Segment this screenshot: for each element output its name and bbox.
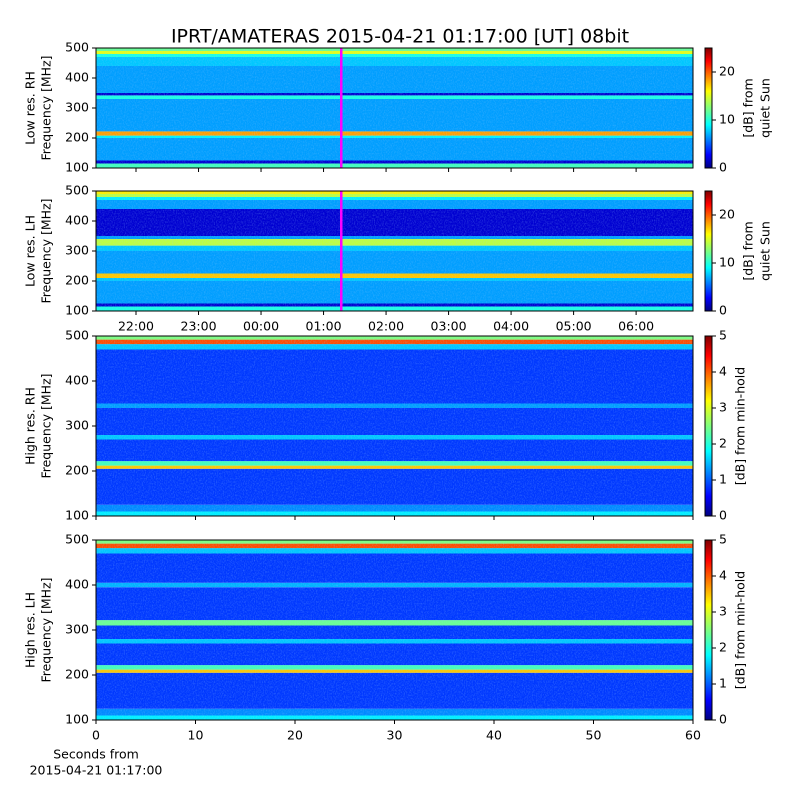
noise-texture xyxy=(96,336,693,516)
colorbar xyxy=(704,539,713,721)
colorbar-label: [dB] from xyxy=(741,221,756,280)
noise-texture xyxy=(96,540,693,720)
noise-texture xyxy=(96,191,693,311)
y-tick-label: 300 xyxy=(65,622,89,637)
y-axis-label: Frequency [MHz] xyxy=(39,198,54,303)
x-tick-label: 02:00 xyxy=(368,319,404,334)
colorbar-tick-label: 5 xyxy=(719,328,727,343)
y-axis-label: High res. LH xyxy=(23,592,38,668)
colorbar xyxy=(704,335,713,517)
colorbar xyxy=(704,190,713,312)
colorbar-tick-label: 20 xyxy=(719,64,735,79)
colorbar-tick-label: 3 xyxy=(719,400,727,415)
y-tick-label: 200 xyxy=(65,667,89,682)
colorbar-tick-label: 1 xyxy=(719,676,727,691)
y-tick-label: 400 xyxy=(65,373,89,388)
x-tick-label: 04:00 xyxy=(493,319,529,334)
x-tick-label: 23:00 xyxy=(181,319,217,334)
figure-title: IPRT/AMATERAS 2015-04-21 01:17:00 [UT] 0… xyxy=(171,26,629,48)
x-axis-label: Seconds from xyxy=(53,747,139,762)
x-tick-label: 22:00 xyxy=(118,319,154,334)
y-axis-label: Frequency [MHz] xyxy=(39,577,54,682)
colorbar-label: [dB] from min-hold xyxy=(733,571,748,689)
y-tick-label: 100 xyxy=(65,160,89,175)
colorbar-label: [dB] from xyxy=(741,78,756,137)
colorbar-tick-label: 4 xyxy=(719,364,727,379)
y-axis-label: Low res. RH xyxy=(23,71,38,145)
y-tick-label: 100 xyxy=(65,508,89,523)
colorbar-tick-label: 5 xyxy=(719,532,727,547)
y-tick-label: 400 xyxy=(65,70,89,85)
y-tick-label: 400 xyxy=(65,213,89,228)
y-tick-label: 200 xyxy=(65,463,89,478)
colorbar-tick-label: 0 xyxy=(719,508,727,523)
y-tick-label: 100 xyxy=(65,712,89,727)
colorbar-tick-label: 10 xyxy=(719,112,735,127)
x-tick-label: 05:00 xyxy=(556,319,592,334)
y-tick-label: 500 xyxy=(65,532,89,547)
colorbar-tick-label: 2 xyxy=(719,640,727,655)
y-axis-label: Low res. LH xyxy=(23,215,38,287)
colorbar-tick-label: 1 xyxy=(719,472,727,487)
y-axis-label: Frequency [MHz] xyxy=(39,55,54,160)
x-tick-label: 00:00 xyxy=(243,319,279,334)
y-tick-label: 100 xyxy=(65,303,89,318)
x-tick-label: 10 xyxy=(188,728,204,743)
y-axis-label: High res. RH xyxy=(23,387,38,465)
colorbar-tick-label: 3 xyxy=(719,604,727,619)
noise-texture xyxy=(96,48,693,168)
x-axis-label: 2015-04-21 01:17:00 xyxy=(30,763,163,778)
colorbar-tick-label: 20 xyxy=(719,207,735,222)
x-tick-label: 20 xyxy=(287,728,303,743)
colorbar-tick-label: 2 xyxy=(719,436,727,451)
colorbar-tick-label: 0 xyxy=(719,303,727,318)
y-tick-label: 200 xyxy=(65,130,89,145)
y-tick-label: 500 xyxy=(65,183,89,198)
colorbar-label: quiet Sun xyxy=(758,221,773,281)
colorbar-label: [dB] from min-hold xyxy=(733,367,748,485)
y-tick-label: 300 xyxy=(65,418,89,433)
colorbar-label: quiet Sun xyxy=(758,78,773,138)
colorbar-tick-label: 0 xyxy=(719,160,727,175)
x-tick-label: 50 xyxy=(586,728,602,743)
x-tick-label: 06:00 xyxy=(618,319,654,334)
y-tick-label: 500 xyxy=(65,328,89,343)
y-tick-label: 300 xyxy=(65,100,89,115)
colorbar-tick-label: 0 xyxy=(719,712,727,727)
x-tick-label: 60 xyxy=(685,728,701,743)
x-tick-label: 0 xyxy=(92,728,100,743)
y-tick-label: 300 xyxy=(65,243,89,258)
x-tick-label: 40 xyxy=(486,728,502,743)
y-tick-label: 400 xyxy=(65,577,89,592)
x-tick-label: 30 xyxy=(387,728,403,743)
y-axis-label: Frequency [MHz] xyxy=(39,373,54,478)
colorbar xyxy=(704,47,713,169)
y-tick-label: 500 xyxy=(65,40,89,55)
colorbar-tick-label: 4 xyxy=(719,568,727,583)
x-tick-label: 03:00 xyxy=(431,319,467,334)
colorbar-tick-label: 10 xyxy=(719,255,735,270)
x-tick-label: 01:00 xyxy=(306,319,342,334)
y-tick-label: 200 xyxy=(65,273,89,288)
